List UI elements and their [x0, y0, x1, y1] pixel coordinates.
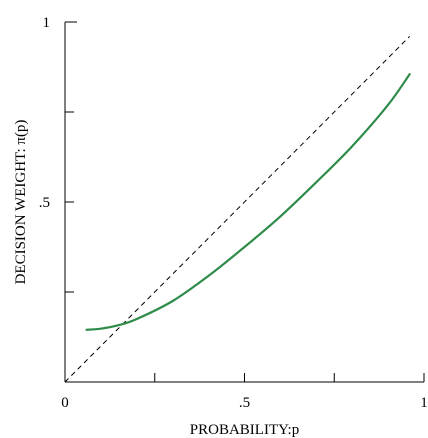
- y-tick-label-1: .5: [39, 195, 50, 211]
- y-axis-title: DECISION WEIGHT: π(p): [13, 120, 29, 285]
- reference-diagonal-line: [64, 36, 410, 383]
- series-line-0: [85, 73, 411, 331]
- ticks: 0 .5 1 .5 1: [39, 15, 428, 411]
- y-tick-label-3: 1: [43, 15, 51, 31]
- x-tick-label-0: 0: [61, 395, 69, 411]
- x-tick-label-4: 1: [420, 395, 428, 411]
- plot-area: [64, 36, 411, 383]
- x-axis-title: PROBABILITY:p: [190, 422, 299, 438]
- x-tick-label-2: .5: [239, 395, 250, 411]
